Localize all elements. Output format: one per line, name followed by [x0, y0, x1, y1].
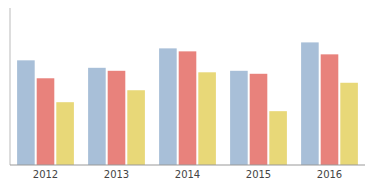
bar: [88, 68, 106, 165]
bar: [17, 60, 35, 165]
bar: [127, 90, 145, 165]
x-axis-line: [10, 165, 365, 166]
bar: [198, 72, 216, 165]
bar: [37, 78, 55, 165]
y-axis-line: [10, 8, 11, 165]
x-tick-label: 2015: [246, 169, 271, 180]
x-tick-label: 2016: [317, 169, 342, 180]
bar: [56, 102, 74, 165]
bars: [17, 42, 358, 165]
bar: [321, 54, 339, 165]
bar: [269, 111, 287, 165]
chart: 2012 2013 2014 2015 2016: [0, 0, 373, 185]
bar: [230, 71, 248, 165]
x-tick-label: 2013: [104, 169, 129, 180]
bar: [340, 83, 358, 165]
bar: [301, 42, 319, 165]
bar: [159, 48, 177, 165]
bar: [250, 74, 268, 165]
bar: [108, 71, 126, 165]
x-tick-label: 2012: [33, 169, 58, 180]
x-tick-label: 2014: [175, 169, 200, 180]
bar: [179, 51, 197, 165]
chart-container: 2012 2013 2014 2015 2016: [0, 0, 373, 185]
